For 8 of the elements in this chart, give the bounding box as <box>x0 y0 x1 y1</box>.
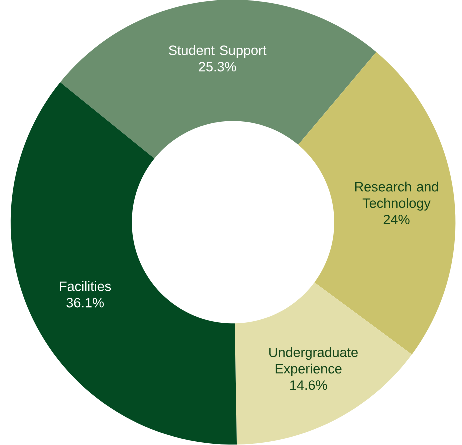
data-label: 36.1% <box>66 298 104 308</box>
slice-label: Student Support <box>169 45 267 58</box>
data-label: 14.6% <box>290 380 328 390</box>
data-label: 24% <box>384 215 410 225</box>
slice-label: Facilities <box>60 281 112 292</box>
slice-label: Undergraduate Experience <box>270 348 358 376</box>
slice-label: Research and Technology <box>355 182 438 211</box>
data-label: 25.3% <box>199 62 236 72</box>
